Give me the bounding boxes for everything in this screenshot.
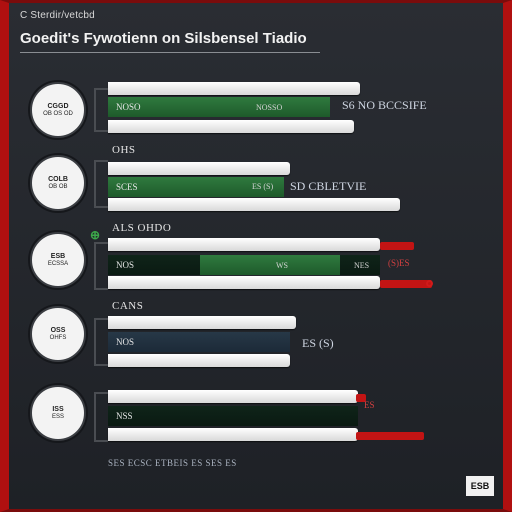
row-2-value: SD CBLETVIE — [290, 179, 367, 193]
row-4-badge-text: OSS — [50, 327, 66, 334]
row-2-bracket — [94, 160, 108, 208]
row-1-value: S6 NO BCCSIFE — [342, 98, 427, 112]
row-5-badge: ISS ESS — [30, 385, 86, 441]
row-3-badge: ESB ECSSA — [30, 232, 86, 288]
row-3-badge-subtext: ECSSA — [47, 261, 69, 267]
row-1-badge-text: CGGD — [47, 103, 69, 110]
row-3-bracket — [94, 242, 108, 290]
row-5-top-bar — [108, 390, 358, 403]
row-1-bracket — [94, 88, 108, 132]
row-2-badge-subtext: OB OB — [48, 184, 68, 190]
row-4-bar-track: NOS — [108, 332, 290, 352]
row-3-value: NES — [354, 261, 370, 270]
row-5-bar-fill: NSS — [108, 406, 358, 426]
row-3-badge-text: ESB — [50, 253, 66, 260]
row-3-mid-label: WS — [276, 261, 288, 270]
row-3-red-value: (S)ES — [388, 258, 410, 268]
row-1-bar-label: NOSO — [116, 102, 141, 112]
row-5-bar-label: NSS — [116, 411, 133, 421]
row-5-badge-text: ISS — [52, 406, 64, 413]
row-3-top-bar — [108, 238, 380, 251]
row-4-bracket — [94, 318, 108, 366]
row-5-bar-track: NSS — [108, 406, 358, 426]
row-1-bar-fill: NOSO — [108, 97, 330, 117]
row-2-mid-label: ES (S) — [252, 182, 274, 191]
row-3-label: ALS OHDO — [112, 222, 172, 234]
row-4-badge: OSS OHFS — [30, 306, 86, 362]
row-4-value: ES (S) — [302, 336, 334, 350]
row-2-bottom-bar — [108, 198, 400, 211]
row-2-bar-track: SCES — [108, 177, 284, 197]
row-3-bottom-bar — [108, 276, 380, 289]
row-4-bar-fill: NOS — [108, 332, 290, 352]
row-1-top-bar — [108, 82, 360, 95]
row-4-bar-label: NOS — [116, 337, 135, 347]
brand-logo: ESB — [466, 476, 494, 496]
row-2-label: OHS — [112, 144, 136, 156]
row-3-green-segment — [200, 255, 340, 275]
row-3-bottom-red-tab — [380, 280, 432, 288]
row-5-red-value: ES — [364, 400, 375, 410]
row-5-top-red-tab — [356, 394, 366, 402]
row-5-badge-subtext: ESS — [51, 414, 64, 420]
row-3-top-red-tab — [380, 242, 414, 250]
row-3-bar-label: NOS — [116, 260, 135, 270]
page-title: Goedit's Fywotienn on Silsbensel Tiadio — [20, 30, 307, 47]
row-1-badge: CGGD OB OS OD — [30, 82, 86, 138]
row-3-green-marker-icon: ⊕ — [90, 228, 101, 242]
row-2-badge: COLB OB OB — [30, 155, 86, 211]
row-1-mid-label: NOSSO — [256, 103, 283, 112]
row-4-badge-subtext: OHFS — [49, 335, 67, 341]
row-5-bottom-red-tab — [356, 432, 424, 440]
row-4-bottom-bar — [108, 354, 290, 367]
row-5-bracket — [94, 392, 108, 442]
row-3-red-dot-icon — [426, 280, 433, 287]
row-2-bar-label: SCES — [116, 182, 138, 192]
row-1-bar-track: NOSO — [108, 97, 330, 117]
row-1-badge-subtext: OB OS OD — [43, 111, 73, 117]
footer-note: SES ECSC ETBEIS ES SES ES — [108, 458, 237, 468]
row-4-top-bar — [108, 316, 296, 329]
row-5-bottom-bar — [108, 428, 358, 441]
title-divider — [20, 52, 320, 53]
row-2-top-bar — [108, 162, 290, 175]
row-1-bottom-bar — [108, 120, 354, 133]
row-2-badge-text: COLB — [48, 176, 68, 183]
kicker-text: C Sterdir/vetcbd — [20, 10, 95, 21]
row-4-label: CANS — [112, 300, 144, 312]
row-2-bar-fill: SCES — [108, 177, 284, 197]
